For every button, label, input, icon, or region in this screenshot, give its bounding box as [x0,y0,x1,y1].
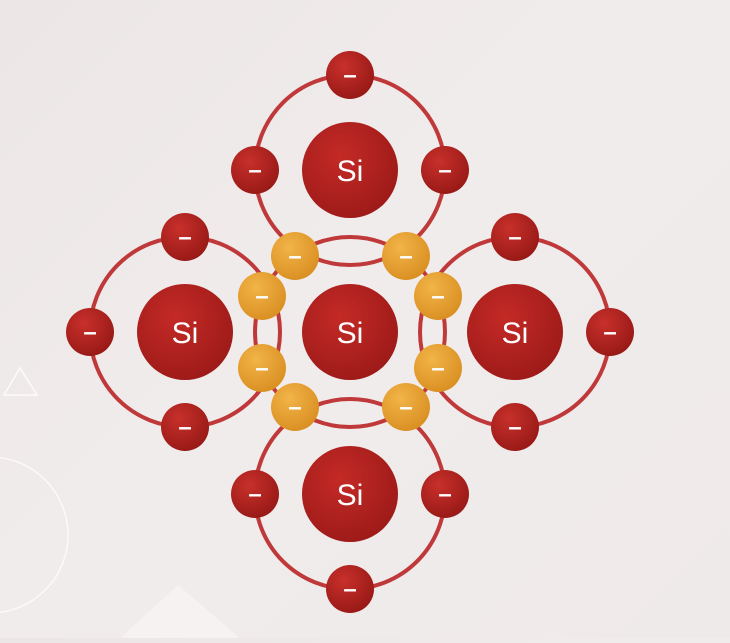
shared-electron-bottom-right-body [382,383,430,431]
electron-bottom-2-body [421,470,469,518]
nucleus-center: Si [302,284,398,380]
shared-electron-bottom-right-sign: – [399,394,412,421]
background-triangle-decoration [2,366,39,396]
nucleus-top-label: Si [337,155,364,188]
electron-bottom-3: – [326,565,374,613]
electrons: –– –––––––– ––– –––––– – [66,51,634,613]
shared-electron-right-lower-sign: – [431,355,444,382]
shared-electron-right-upper-body [414,272,462,320]
electron-top-3-sign: – [438,157,451,184]
orbit-center [253,235,447,429]
electron-left-1: – [161,213,209,261]
electron-top-2: – [231,146,279,194]
shared-electron-bottom-left-body [271,383,319,431]
electron-bottom-3-sign: – [343,576,356,603]
electron-right-2: – [586,308,634,356]
electron-bottom-1-sign: – [248,481,261,508]
background-circle-decoration [0,456,69,614]
electron-right-1-body [491,213,539,261]
electron-left-3-body [161,403,209,451]
background-decoration [0,366,240,638]
nucleus-bottom-body [302,446,398,542]
nucleus-right: Si [467,284,563,380]
electron-bottom-2-sign: – [438,481,451,508]
shared-electron-top-left-body [271,232,319,280]
shared-electron-left-upper-body [238,272,286,320]
electron-right-3-body [491,403,539,451]
electron-bottom-1: – [231,470,279,518]
nucleus-top-body [302,122,398,218]
electron-right-3-sign: – [508,414,521,441]
nucleus-bottom: Si [302,446,398,542]
nucleus-center-label: Si [337,317,364,350]
shared-electron-bottom-left-sign: – [288,394,301,421]
electron-left-2-body [66,308,114,356]
electron-left-3: – [161,403,209,451]
shared-electron-bottom-left: – [271,383,319,431]
nucleus-left-label: Si [172,317,199,350]
nucleus-bottom-label: Si [337,479,364,512]
shared-electron-left-lower-body [238,344,286,392]
electron-top-3: – [421,146,469,194]
shared-electron-right-lower: – [414,344,462,392]
electron-bottom-3-body [326,565,374,613]
electron-top-1-body [326,51,374,99]
shared-electron-left-upper: – [238,272,286,320]
electron-left-2: – [66,308,114,356]
shared-electron-right-upper-sign: – [431,283,444,310]
shared-electron-top-right: – [382,232,430,280]
background-triangle-large-decoration [120,585,240,638]
shared-electron-right-lower-body [414,344,462,392]
electron-top-3-body [421,146,469,194]
electron-left-1-body [161,213,209,261]
electron-left-1-sign: – [178,224,191,251]
shared-electron-left-upper-sign: – [255,283,268,310]
electron-right-1-sign: – [508,224,521,251]
shared-electron-bottom-right: – [382,383,430,431]
shared-electron-left-lower: – [238,344,286,392]
electron-bottom-2: – [421,470,469,518]
shared-electron-top-right-sign: – [399,243,412,270]
shared-electron-left-lower-sign: – [255,355,268,382]
electron-right-2-body [586,308,634,356]
shared-electron-right-upper: – [414,272,462,320]
nucleus-right-label: Si [502,317,529,350]
nucleus-center-body [302,284,398,380]
electron-top-1-sign: – [343,62,356,89]
electron-right-2-sign: – [603,319,616,346]
electron-left-3-sign: – [178,414,191,441]
nucleus-left: Si [137,284,233,380]
electron-bottom-1-body [231,470,279,518]
shared-electron-top-right-body [382,232,430,280]
shared-electron-top-left-sign: – [288,243,301,270]
electron-top-2-body [231,146,279,194]
electron-top-2-sign: – [248,157,261,184]
electron-right-1: – [491,213,539,261]
nucleus-left-body [137,284,233,380]
electron-top-1: – [326,51,374,99]
electron-right-3: – [491,403,539,451]
shared-electron-top-left: – [271,232,319,280]
nucleus-top: Si [302,122,398,218]
nucleus-right-body [467,284,563,380]
electron-left-2-sign: – [83,319,96,346]
